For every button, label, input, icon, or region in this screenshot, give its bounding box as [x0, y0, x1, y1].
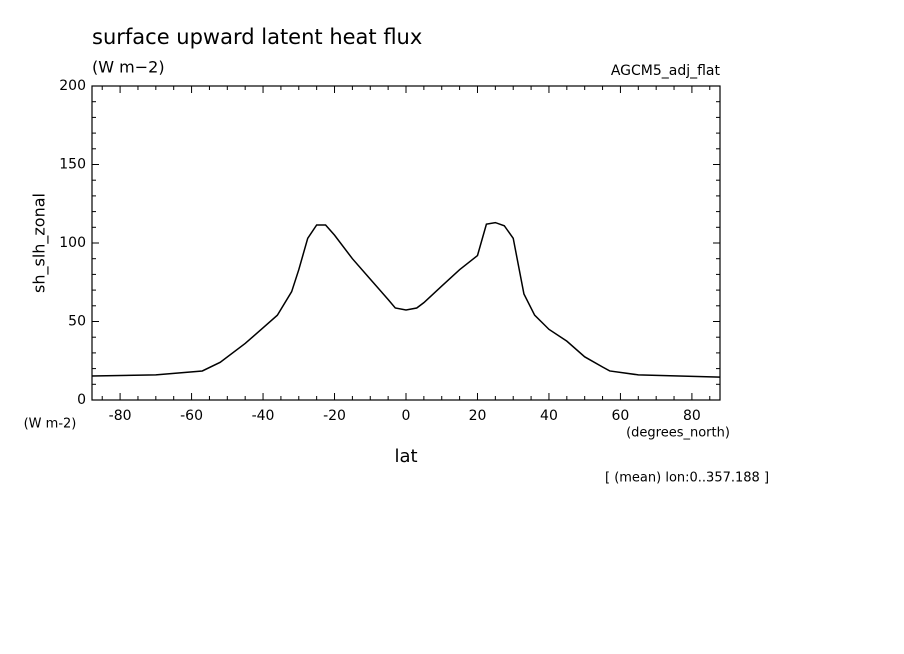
chart-title: surface upward latent heat flux	[92, 25, 422, 49]
y-tick-label: 100	[59, 235, 86, 251]
x-tick-label: -60	[180, 408, 203, 424]
x-tick-label: 40	[540, 408, 558, 424]
y-axis-label: sh_slh_zonal	[30, 193, 50, 293]
y-tick-label: 50	[68, 314, 86, 330]
y-tick-label: 0	[77, 392, 86, 408]
x-tick-label: 80	[683, 408, 701, 424]
plot-frame	[91, 85, 721, 401]
note: [ (mean) lon:0..357.188 ]	[605, 471, 769, 486]
annotation: AGCM5_adj_flat	[611, 63, 721, 79]
chart-subtitle: (W m−2)	[92, 58, 165, 77]
x-tick-label: 60	[612, 408, 630, 424]
y-units: (W m-2)	[24, 417, 77, 432]
x-axis-label: lat	[394, 446, 417, 467]
x-tick-label: -40	[252, 408, 275, 424]
x-units: (degrees_north)	[626, 426, 730, 441]
y-tick-label: 150	[59, 157, 86, 173]
line	[91, 221, 721, 378]
x-tick-label: 0	[402, 408, 411, 424]
x-tick-label: -20	[323, 408, 346, 424]
y-tick-label: 200	[59, 78, 86, 94]
x-tick-label: -80	[109, 408, 132, 424]
x-tick-label: 20	[469, 408, 487, 424]
